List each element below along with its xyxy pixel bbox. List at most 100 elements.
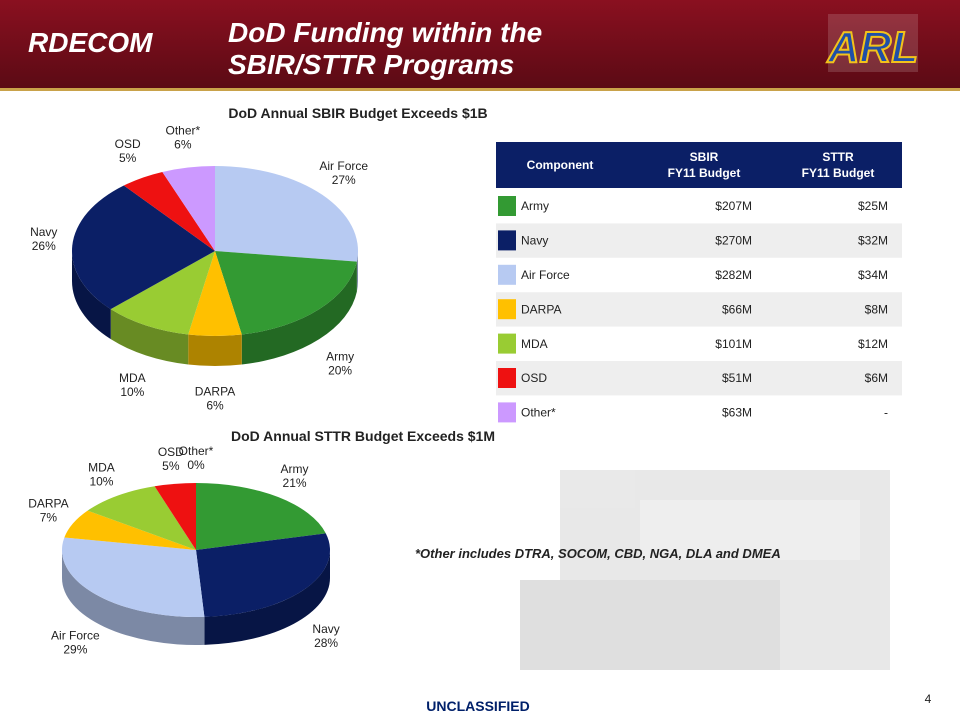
slice-label: MDA 10% [88, 461, 115, 489]
header-cell: Component [527, 158, 594, 172]
slice-label: DARPA 6% [195, 385, 235, 413]
pie-slice [196, 483, 326, 550]
table-cell: $32M [858, 234, 888, 248]
table-cell: $63M [722, 406, 752, 420]
header-cell: FY11 Budget [668, 166, 741, 180]
pie-slice [188, 251, 242, 337]
swatch [498, 299, 516, 320]
pie-slice [162, 166, 215, 251]
header-cell: STTR [822, 150, 854, 164]
pie-slice [215, 251, 357, 335]
swatch [498, 333, 516, 354]
slice-label: OSD 5% [158, 445, 184, 473]
slice-label: Army 20% [326, 350, 354, 378]
bg-shape [640, 500, 860, 560]
pie-side [110, 309, 189, 365]
bg-shape [520, 580, 780, 670]
pie-slice [123, 171, 215, 251]
slice-value: 7% [40, 510, 58, 524]
slice-value: 6% [174, 137, 192, 151]
logo-left: RDECOM [28, 27, 153, 58]
slice-category: Air Force [51, 629, 100, 643]
slice-category: DARPA [195, 385, 235, 399]
pie-slice [72, 185, 215, 310]
slice-value: 26% [32, 239, 56, 253]
pie-side [204, 550, 330, 645]
table-cell: $51M [722, 371, 752, 385]
table-cell: $25M [858, 199, 888, 213]
header-bar [0, 0, 960, 90]
slice-value: 5% [162, 459, 180, 473]
swatch [498, 402, 516, 423]
table-cell: OSD [521, 371, 547, 385]
classification: UNCLASSIFIED [426, 698, 529, 714]
slice-label: Air Force 27% [319, 159, 368, 187]
slice-category: Army [281, 462, 309, 476]
pie-side [356, 251, 358, 292]
header-cell: FY11 Budget [802, 166, 875, 180]
table-cell: $101M [715, 337, 752, 351]
title-line: DoD Funding within the [228, 17, 542, 48]
pie-slice [154, 483, 196, 550]
pie-slice [110, 251, 215, 335]
slice-category: MDA [119, 371, 146, 385]
chart-title: DoD Annual SBIR Budget Exceeds $1B [228, 105, 487, 121]
table-header [496, 142, 902, 188]
slice-category: Army [326, 350, 354, 364]
header-cell: SBIR [690, 150, 719, 164]
slice-value: 6% [206, 399, 224, 413]
table-cell: Navy [521, 234, 548, 248]
chart-title: DoD Annual STTR Budget Exceeds $1M [231, 428, 495, 444]
header-rule [0, 88, 960, 91]
money-background [520, 470, 890, 670]
slice-label: OSD 5% [115, 137, 141, 165]
row-band [496, 292, 902, 327]
slice-label: Navy 28% [312, 622, 339, 650]
pie-slice [196, 533, 330, 617]
row-band [496, 223, 902, 258]
table-cell: $8M [865, 302, 888, 316]
swatch [498, 196, 516, 216]
slice-label: DARPA 7% [28, 496, 68, 524]
slice-label: Other* 6% [166, 123, 201, 151]
table-cell: $282M [715, 268, 752, 282]
slice-value: 10% [120, 385, 144, 399]
table-cell: $6M [865, 371, 888, 385]
table-cell: Air Force [521, 268, 570, 282]
pie-slice [64, 510, 196, 550]
table-cell: Other* [521, 406, 556, 420]
slice-category: Other* [179, 444, 214, 458]
swatch [498, 368, 516, 388]
slice-value: 20% [328, 364, 352, 378]
slice-label: Army 21% [281, 462, 309, 490]
pie-side [62, 550, 205, 646]
slice-label: MDA 10% [119, 371, 146, 399]
slice-category: Navy [30, 225, 57, 239]
slice-category: MDA [88, 461, 115, 475]
swatch [498, 264, 516, 285]
pie-slice [215, 166, 358, 262]
table-cell: MDA [521, 337, 548, 351]
bg-shape [560, 470, 890, 670]
pie-slice [87, 486, 196, 550]
page-number: 4 [925, 692, 932, 706]
table-cell: DARPA [521, 302, 561, 316]
slice-category: Air Force [319, 159, 368, 173]
slice-category: Navy [312, 622, 339, 636]
table-cell: $270M [715, 234, 752, 248]
table-cell: $34M [858, 268, 888, 282]
table-cell: Army [521, 199, 549, 213]
slice-label: Navy 26% [30, 225, 57, 253]
slice-value: 21% [283, 476, 307, 490]
table-cell: $207M [715, 199, 752, 213]
title-line: SBIR/STTR Programs [228, 49, 514, 80]
slice-category: Other* [166, 123, 201, 137]
slice-category: OSD [158, 445, 184, 459]
pie-side [188, 334, 242, 367]
pie-side [72, 251, 111, 340]
table-cell: $12M [858, 337, 888, 351]
footnote: *Other includes DTRA, SOCOM, CBD, NGA, D… [415, 546, 781, 561]
slice-value: 0% [187, 458, 205, 472]
logo-box [828, 14, 918, 72]
